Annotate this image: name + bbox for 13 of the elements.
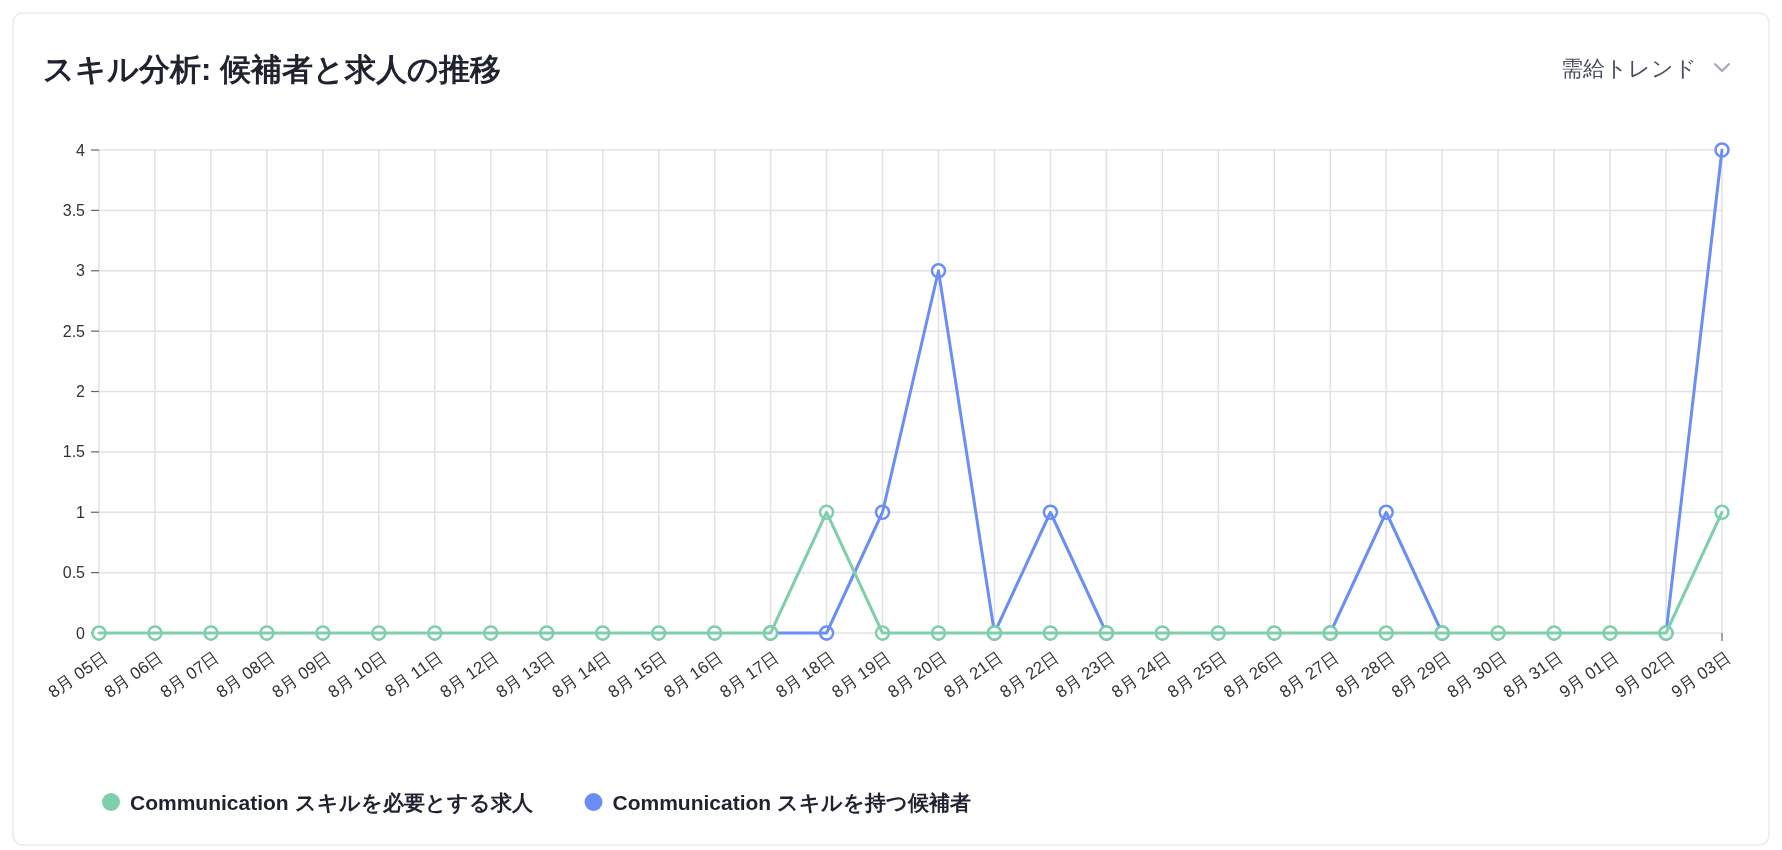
y-tick-label: 3 [76, 262, 86, 280]
legend-label: Communication スキルを必要とする求人 [130, 790, 534, 815]
y-tick-label: 3.5 [62, 201, 86, 219]
y-tick-label: 4 [76, 141, 86, 159]
text: 需給トレンド [1561, 56, 1697, 81]
y-tick-label: 0.5 [62, 564, 86, 582]
y-tick-label: 1 [76, 503, 86, 521]
chart-title: スキル分析: 候補者と求人の推移 [43, 52, 501, 87]
y-tick-label: 2.5 [62, 322, 86, 340]
y-tick-label: 2 [76, 383, 86, 400]
y-tick-label: 1.5 [62, 443, 86, 461]
legend-label: Communication スキルを持つ候補者 [612, 790, 972, 814]
y-tick-label: 0 [76, 624, 86, 642]
